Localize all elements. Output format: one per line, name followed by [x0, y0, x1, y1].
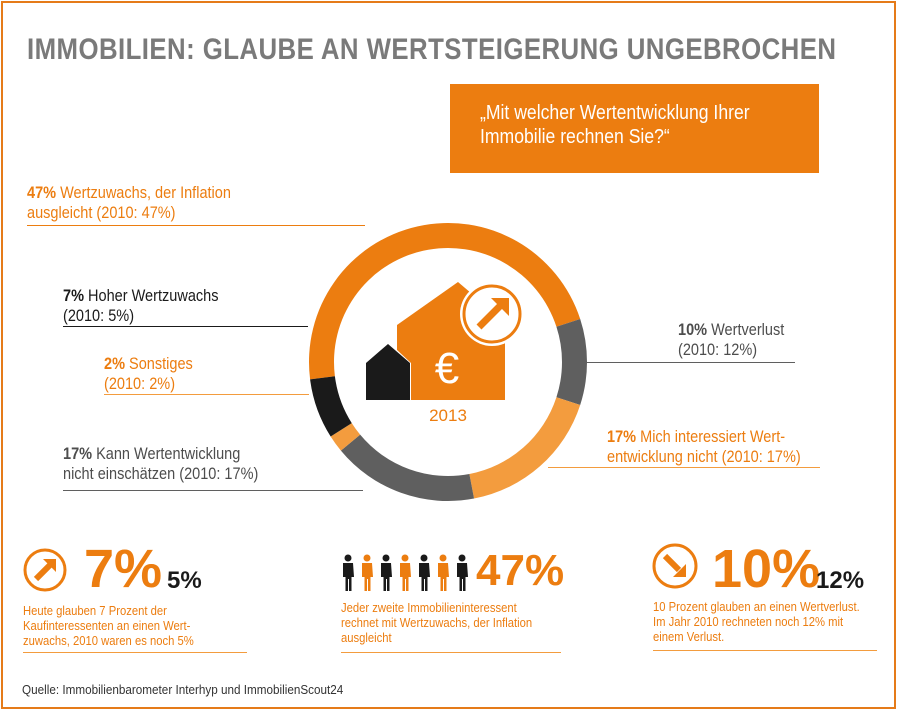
stat-left-small: 5% — [167, 567, 202, 594]
source-note: Quelle: Immobilienbarometer Interhyp und… — [22, 682, 379, 697]
desc-line: Kaufinteressenten an einen Wert- — [23, 619, 191, 633]
label-pct: 7% — [63, 287, 84, 305]
label-pct: 10% — [678, 321, 708, 339]
label-text-1: Wertzuwachs, der Inflation — [56, 184, 231, 202]
label-text-1: Hoher Wertzuwachs — [83, 287, 219, 305]
person-icon — [362, 554, 373, 591]
donut-slice-5 — [310, 376, 352, 437]
question-box: „Mit welcher Wertentwicklung Ihrer Immob… — [450, 84, 819, 173]
chart-year: 2013 — [429, 406, 467, 425]
person-icon — [419, 554, 430, 591]
label-pct: 17% — [607, 428, 637, 446]
person-icon — [457, 554, 468, 591]
label-text-1: Wertverlust — [707, 321, 785, 339]
donut-slices — [309, 223, 587, 501]
label-sonstiges: 2% Sonstiges (2010: 2%) — [104, 354, 205, 394]
people-icon — [343, 554, 468, 591]
arrow-down-right-icon — [652, 543, 698, 589]
person-icon — [343, 554, 354, 591]
label-text-1: Kann Wertentwicklung — [92, 445, 241, 463]
label-hoher-wertzuwachs: 7% Hoher Wertzuwachs (2010: 5%) — [63, 286, 240, 326]
leader-line — [27, 225, 365, 226]
donut-slice-4 — [330, 423, 361, 451]
label-nicht-interessiert: 17% Mich interessiert Wert- entwicklung … — [607, 427, 827, 467]
divider — [341, 652, 561, 653]
leader-line — [548, 467, 820, 468]
label-text-2: nicht einschätzen (2010: 17%) — [63, 465, 259, 483]
house-icon: € — [366, 282, 524, 400]
label-pct: 17% — [63, 445, 93, 463]
leader-line — [63, 326, 308, 327]
euro-icon: € — [435, 344, 459, 393]
source-text: Quelle: Immobilienbarometer Interhyp und… — [22, 682, 344, 697]
divider — [23, 652, 247, 653]
desc-line: Jeder zweite Immobilieninteressent — [341, 601, 517, 615]
small-house-icon — [366, 344, 410, 400]
donut-slice-0 — [309, 223, 581, 380]
arrow-circle-ring — [462, 284, 522, 344]
stat-middle-big: 47% — [476, 546, 565, 595]
desc-line: einem Verlust. — [653, 630, 725, 644]
question-line-2: Immobilie rechnen Sie?“ — [480, 126, 670, 148]
donut-slice-1 — [556, 319, 587, 405]
label-text-1: Mich interessiert Wert- — [636, 428, 786, 446]
desc-line: 10 Prozent glauben an einen Wertverlust. — [653, 600, 860, 614]
label-text-2: (2010: 2%) — [104, 375, 176, 393]
desc-line: Heute glauben 7 Prozent der — [23, 604, 167, 618]
desc-line: ausgleicht — [341, 631, 392, 645]
stat-right-desc: 10 Prozent glauben an einen Wertverlust.… — [653, 600, 883, 645]
leader-line — [104, 394, 309, 395]
label-text-2: (2010: 5%) — [63, 307, 135, 325]
label-wertverlust: 10% Wertverlust (2010: 12%) — [678, 320, 799, 360]
leader-line — [63, 490, 363, 491]
leader-line — [577, 362, 795, 363]
donut-slice-3 — [340, 434, 475, 501]
label-text-2: (2010: 12%) — [678, 341, 758, 359]
label-pct: 2% — [104, 355, 125, 373]
stat-left-big: 7% — [84, 539, 163, 599]
arrow-up-right-icon — [476, 303, 503, 330]
stat-left-desc: Heute glauben 7 Prozent der Kaufinteress… — [23, 604, 213, 649]
arrow-up-right-icon — [23, 548, 67, 592]
label-wertzuwachs-inflation: 47% Wertzuwachs, der Inflation ausgleich… — [27, 183, 259, 223]
label-text-2: entwicklung nicht (2010: 17%) — [607, 448, 801, 466]
person-icon — [381, 554, 392, 591]
donut-slice-2 — [469, 397, 581, 499]
desc-line: Im Jahr 2010 rechneten noch 12% mit — [653, 615, 844, 629]
label-pct: 47% — [27, 184, 57, 202]
arrow-head-icon — [491, 298, 509, 316]
label-text-1: Sonstiges — [124, 355, 193, 373]
divider — [653, 650, 877, 651]
page-title: IMMOBILIEN: GLAUBE AN WERTSTEIGERUNG UNG… — [27, 33, 837, 66]
stat-middle-desc: Jeder zweite Immobilieninteressent rechn… — [341, 601, 553, 646]
label-text-2: ausgleicht (2010: 47%) — [27, 204, 176, 222]
stat-right-small: 12% — [816, 567, 865, 594]
question-line-1: „Mit welcher Wertentwicklung Ihrer — [480, 102, 750, 124]
label-nicht-einschaetzen: 17% Kann Wertentwicklung nicht einschätz… — [63, 444, 285, 484]
stat-right-big: 10% — [712, 539, 821, 599]
person-icon — [400, 554, 411, 591]
desc-line: zuwachs, 2010 waren es noch 5% — [23, 634, 194, 648]
person-icon — [438, 554, 449, 591]
desc-line: rechnet mit Wertzuwachs, der Inflation — [341, 616, 533, 630]
